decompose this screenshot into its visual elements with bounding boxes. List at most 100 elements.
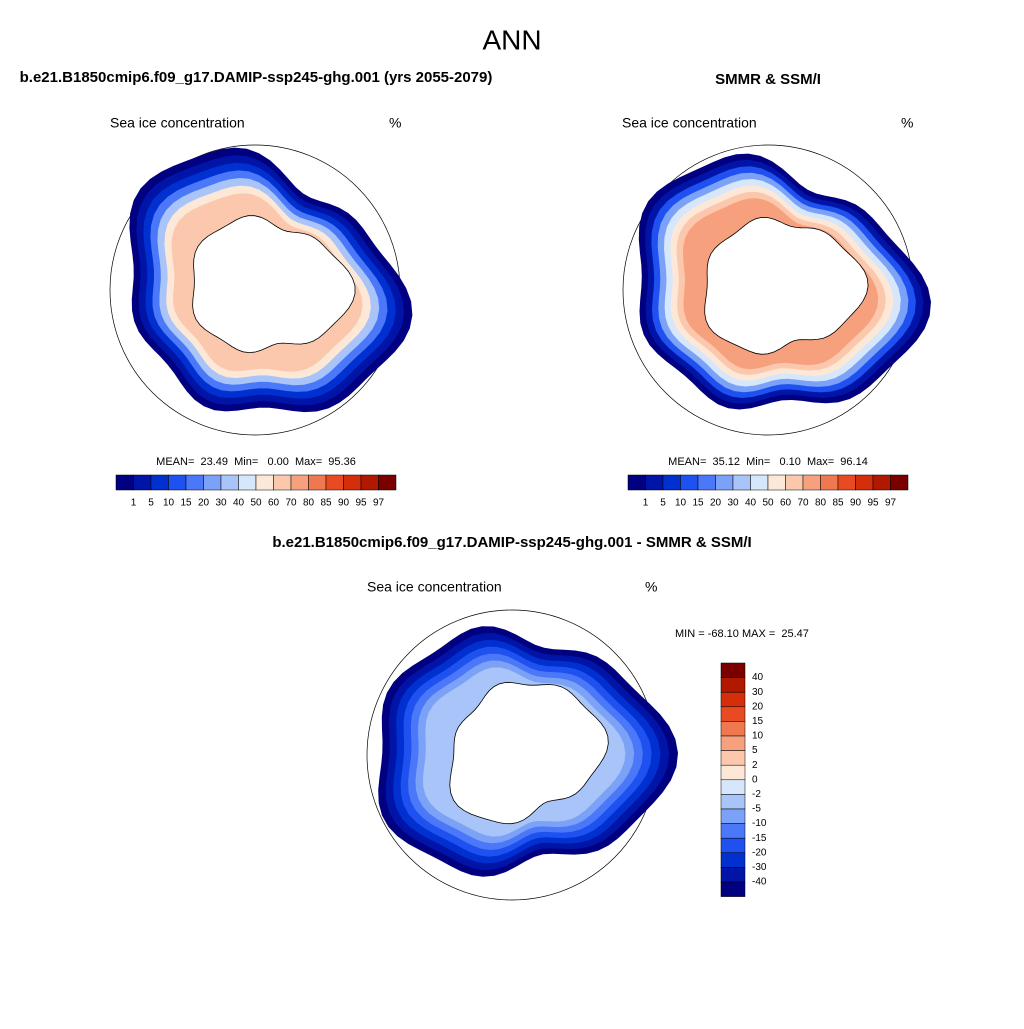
colorbar-box (150, 474, 169, 491)
stats: MEAN= 23.49 Min= 0.00 Max= 95.36 (156, 456, 356, 468)
colorbar-box (220, 474, 239, 491)
colorbar-box (720, 677, 746, 693)
colorbar-label: 90 (850, 498, 862, 509)
colorbar-box (720, 706, 746, 722)
colorbar-label: 2 (752, 760, 758, 771)
colorbar-box (720, 735, 746, 751)
stats: MIN = -68.10 MAX = 25.47 (675, 628, 809, 640)
colorbar-label: 60 (780, 498, 792, 509)
colorbar-box (273, 474, 292, 491)
colorbar-label: 10 (675, 498, 687, 509)
colorbar-label: 20 (198, 498, 210, 509)
colorbar-label: 30 (727, 498, 739, 509)
colorbar-label: -10 (752, 818, 767, 829)
colorbar-box (720, 823, 746, 839)
colorbar-label: 70 (285, 498, 297, 509)
units-label: % (901, 115, 913, 131)
colorbar-label: 15 (692, 498, 704, 509)
colorbar-box (837, 474, 856, 491)
colorbar-label: 70 (797, 498, 809, 509)
colorbar-label: 0 (752, 774, 758, 785)
colorbar-label: 5 (752, 745, 758, 756)
panel-title: SMMR & SSM/I (715, 71, 821, 88)
colorbar-label: 90 (338, 498, 350, 509)
colorbar-label: 1 (643, 498, 649, 509)
colorbar-box (325, 474, 344, 491)
colorbar-label: 15 (752, 716, 764, 727)
colorbar-box (820, 474, 839, 491)
colorbar-box (872, 474, 891, 491)
antarctica (449, 682, 609, 825)
left-label: Sea ice concentration (110, 115, 245, 131)
colorbar-box (255, 474, 274, 491)
colorbar-box (133, 474, 152, 491)
colorbar-label: -30 (752, 862, 767, 873)
colorbar-label: 95 (355, 498, 367, 509)
colorbar-box (855, 474, 874, 491)
colorbar-box (785, 474, 804, 491)
colorbar-box (290, 474, 309, 491)
stats: MEAN= 35.12 Min= 0.10 Max= 96.14 (668, 456, 868, 468)
left-label: Sea ice concentration (622, 115, 757, 131)
colorbar-box (360, 474, 379, 491)
colorbar-label: 5 (148, 498, 154, 509)
colorbar-box (720, 764, 746, 781)
colorbar-label: 40 (752, 672, 764, 683)
colorbar-label: 30 (752, 687, 764, 698)
units-label: % (645, 579, 657, 595)
colorbar-box (720, 808, 746, 824)
colorbar-label: 97 (373, 498, 385, 509)
figure-title: ANN (482, 24, 541, 55)
colorbar-box (645, 474, 664, 491)
colorbar-label: 15 (180, 498, 192, 509)
colorbar-box (720, 794, 746, 810)
colorbar-box (767, 474, 786, 491)
colorbar-box (168, 474, 187, 491)
colorbar-label: 40 (745, 498, 757, 509)
colorbar-box (720, 852, 746, 868)
colorbar-box (802, 474, 821, 491)
panel-title: b.e21.B1850cmip6.f09_g17.DAMIP-ssp245-gh… (20, 69, 493, 86)
colorbar-box (720, 662, 746, 678)
colorbar-box (185, 474, 204, 491)
colorbar-box (720, 779, 746, 795)
colorbar-box (732, 474, 751, 491)
antarctica (704, 216, 869, 355)
colorbar-label: -2 (752, 789, 761, 800)
colorbar-box (308, 474, 327, 491)
colorbar-label: 95 (867, 498, 879, 509)
colorbar-label: 60 (268, 498, 280, 509)
colorbar-label: 80 (815, 498, 827, 509)
panel-title: b.e21.B1850cmip6.f09_g17.DAMIP-ssp245-gh… (272, 534, 751, 551)
colorbar-box (720, 721, 746, 737)
colorbar-label: 80 (303, 498, 315, 509)
colorbar-box (715, 474, 734, 491)
colorbar-label: 30 (215, 498, 227, 509)
colorbar-box (697, 474, 716, 491)
colorbar-box (238, 474, 257, 491)
antarctica (192, 215, 356, 354)
colorbar-box (720, 837, 746, 854)
colorbar-box (750, 474, 769, 491)
colorbar-label: 10 (752, 731, 764, 742)
colorbar-box (720, 867, 746, 883)
colorbar-label: -40 (752, 877, 767, 888)
colorbar-box (627, 474, 646, 491)
colorbar-box (378, 474, 397, 491)
colorbar-box (203, 474, 222, 491)
colorbar-label: 50 (762, 498, 774, 509)
colorbar-box (720, 881, 746, 897)
colorbar-box (890, 474, 909, 491)
units-label: % (389, 115, 401, 131)
colorbar-label: 10 (163, 498, 175, 509)
colorbar-label: 5 (660, 498, 666, 509)
colorbar-box (720, 691, 746, 708)
colorbar-box (720, 750, 746, 766)
colorbar-box (662, 474, 681, 491)
colorbar-box (680, 474, 699, 491)
colorbar-label: 50 (250, 498, 262, 509)
colorbar-label: 97 (885, 498, 897, 509)
colorbar-label: 85 (832, 498, 844, 509)
colorbar-label: 20 (752, 701, 764, 712)
